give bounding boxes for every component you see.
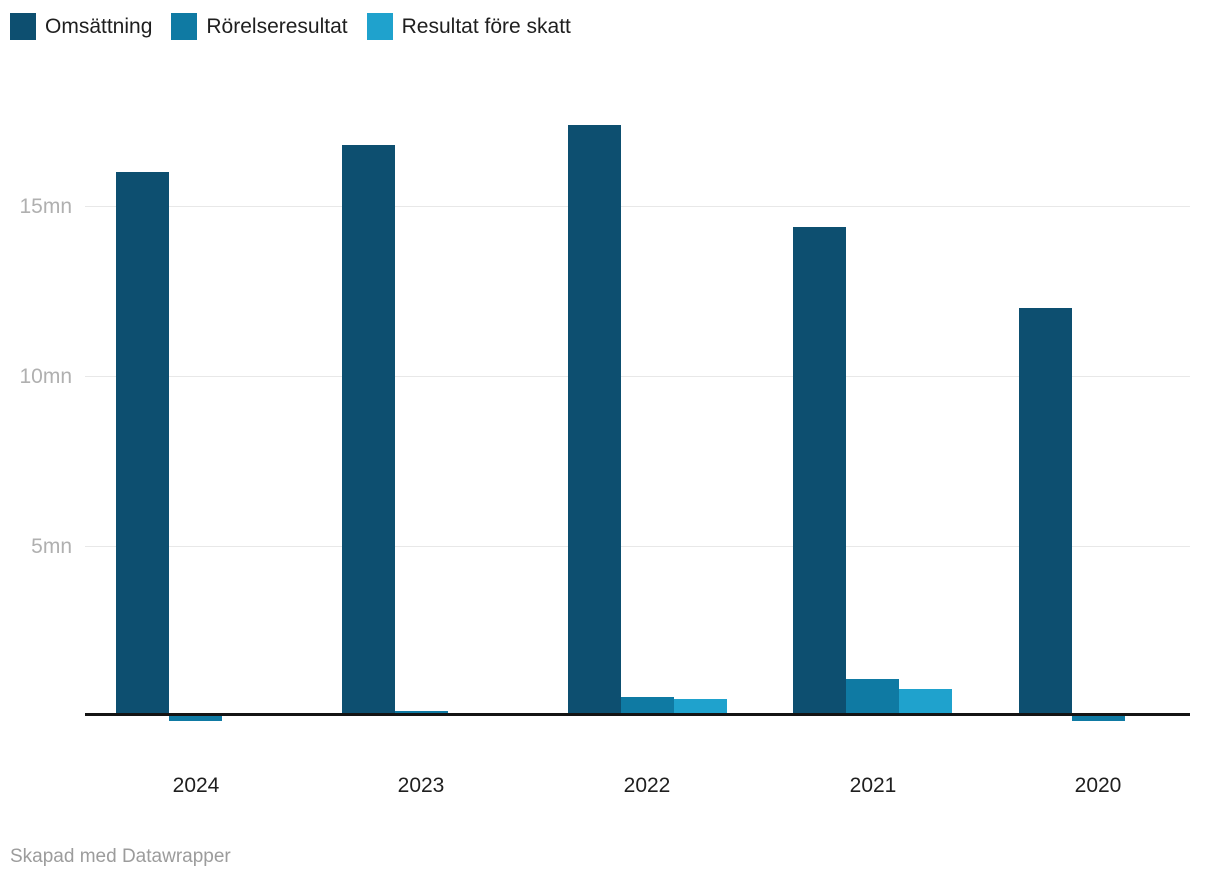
x-axis-label-2020: 2020 [1074,774,1122,797]
bar-r-relseresultat-2022[interactable] [621,697,674,716]
x-axis-label-2023: 2023 [397,774,445,797]
bar-oms-ttning-2023[interactable] [342,145,395,716]
legend-swatch-resultat-fore-skatt [366,13,393,40]
legend-swatch-rorelseresultat [171,13,198,40]
legend-item-resultat-fore-skatt: Resultat före skatt [366,13,571,40]
bar-oms-ttning-2024[interactable] [116,172,169,716]
legend-item-omsattning: Omsättning [10,13,152,40]
y-axis-tick-10mn: 10mn [19,365,72,388]
bar-resultat-f-re-skatt-2022[interactable] [674,699,727,716]
bar-oms-ttning-2021[interactable] [793,227,846,716]
y-axis-tick-15mn: 15mn [19,195,72,218]
legend-label-resultat-fore-skatt: Resultat före skatt [401,15,571,38]
gridline-5mn [85,546,1190,547]
x-axis-baseline [85,713,1190,716]
bar-oms-ttning-2020[interactable] [1019,308,1072,716]
legend-swatch-omsattning [10,13,36,40]
bar-oms-ttning-2022[interactable] [568,125,621,716]
x-axis-label-2021: 2021 [849,774,897,797]
gridline-10mn [85,376,1190,377]
credit-line: Skapad med Datawrapper [10,846,231,868]
legend-label-omsattning: Omsättning [45,15,153,38]
bar-resultat-f-re-skatt-2021[interactable] [899,689,952,716]
x-axis-label-2024: 2024 [172,774,220,797]
y-axis-tick-5mn: 5mn [31,535,72,558]
credit-text: Skapad med Datawrapper [10,846,231,867]
gridline-15mn [85,206,1190,207]
legend-item-rorelseresultat: Rörelseresultat [171,13,348,40]
legend: Omsättning Rörelseresultat Resultat före… [10,13,571,40]
bar-r-relseresultat-2021[interactable] [846,679,899,716]
bar-r-relseresultat-2024[interactable] [169,716,222,721]
bar-r-relseresultat-2020[interactable] [1072,716,1125,721]
x-axis-label-2022: 2022 [623,774,671,797]
legend-label-rorelseresultat: Rörelseresultat [206,15,348,38]
